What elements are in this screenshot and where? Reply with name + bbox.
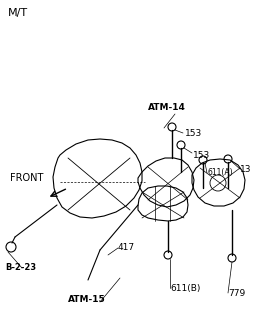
Text: 611(B): 611(B) bbox=[170, 284, 200, 292]
Text: 417: 417 bbox=[118, 244, 135, 252]
Text: ATM-14: ATM-14 bbox=[148, 103, 186, 113]
Text: 153: 153 bbox=[185, 129, 202, 138]
Text: 779: 779 bbox=[228, 289, 245, 298]
Text: ATM-15: ATM-15 bbox=[68, 295, 106, 305]
Text: 611(A): 611(A) bbox=[207, 169, 233, 178]
Text: B-2-23: B-2-23 bbox=[5, 263, 36, 273]
Text: 153: 153 bbox=[193, 150, 210, 159]
Text: M/T: M/T bbox=[8, 8, 28, 18]
Text: 13: 13 bbox=[240, 164, 251, 173]
Text: FRONT: FRONT bbox=[10, 173, 43, 183]
